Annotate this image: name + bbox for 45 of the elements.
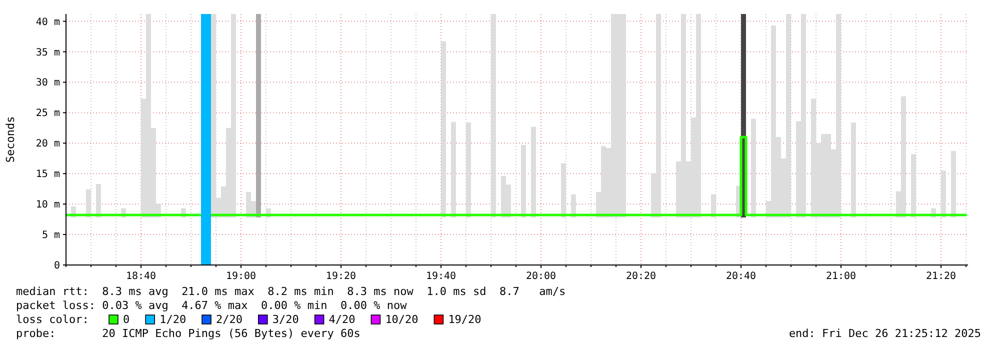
legend-label: 4/20: [328, 313, 356, 326]
bar: [850, 122, 856, 218]
bar: [451, 122, 456, 218]
bar: [466, 122, 471, 218]
bar: [911, 154, 916, 218]
x-tick-label: 21:00: [826, 271, 856, 282]
bar: [531, 126, 536, 218]
bar: [941, 170, 946, 218]
legend-label: 0: [123, 313, 130, 326]
legend-label: 19/20: [448, 313, 482, 326]
bar: [96, 184, 101, 218]
y-tick-label: 30 m: [36, 78, 60, 89]
x-tick-label: 19:00: [226, 271, 256, 282]
y-axis-title: Seconds: [4, 116, 17, 163]
x-tick-label: 20:40: [726, 271, 756, 282]
bar: [256, 14, 261, 218]
x-tick-label: 20:00: [526, 271, 556, 282]
y-tick-label: 35 m: [36, 47, 60, 58]
y-tick-label: 25 m: [36, 108, 60, 120]
x-tick-label: 20:20: [626, 271, 656, 282]
bar: [751, 118, 756, 218]
y-tick-label: 10 m: [36, 200, 60, 211]
bar: [951, 151, 956, 218]
text: probe: 20 ICMP Echo Pings (56 Bytes) every 60s: [16, 327, 360, 340]
x-tick-label: 19:40: [426, 271, 456, 282]
y-tick-label: 5 m: [42, 230, 60, 242]
x-tick-label: 21:20: [926, 271, 956, 282]
legend-label: 3/20: [272, 313, 299, 326]
y-tick-label: 0: [54, 260, 60, 272]
bar: [490, 14, 496, 218]
legend-title: loss color:: [16, 313, 89, 326]
y-tick-label: 40 m: [36, 16, 60, 28]
x-tick-label: 18:40: [126, 271, 156, 282]
text: end: Fri Dec 26 21:25:12 2025: [788, 327, 981, 340]
bar: [561, 163, 566, 218]
text: median rtt: 8.3 ms avg 21.0 ms max 8.2 ms min 8.3 ms now 1.0 ms sd 8.7 am/s: [16, 285, 566, 298]
x-tick-label: 19:20: [326, 271, 356, 282]
legend-label: 2/20: [216, 313, 242, 326]
legend-label: 1/20: [160, 313, 186, 326]
text: packet loss: 0.03 % avg 4.67 % max 0.00 % min 0.00 % now: [16, 299, 408, 312]
y-tick-label: 20 m: [36, 138, 60, 150]
legend-label: 10/20: [385, 313, 418, 326]
y-tick-label: 15 m: [36, 169, 60, 180]
bar: [520, 144, 526, 218]
bar: [441, 41, 446, 218]
